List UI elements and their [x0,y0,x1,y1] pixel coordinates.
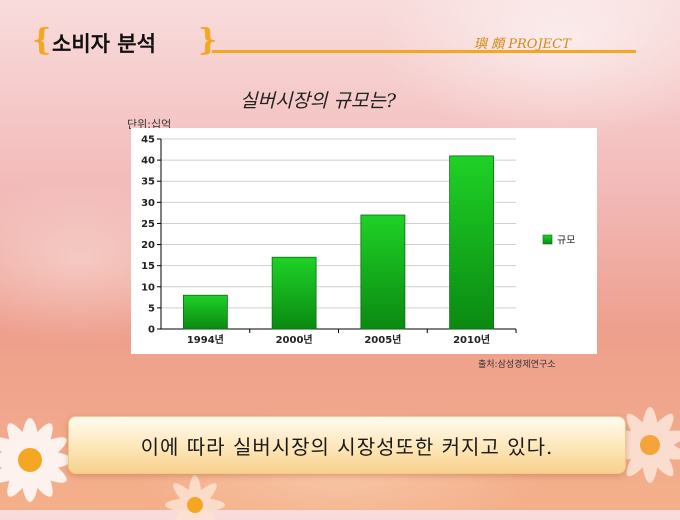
project-label: 璵 頗 PROJECT [474,37,571,52]
chart-panel: 0 5 10 15 20 25 30 35 40 45 1994년 2000년 2005년 2010년 규모 [131,128,597,354]
title-close-brace: } [198,23,218,58]
bar-chart: 0 5 10 15 20 25 30 35 40 45 1994년 2000년 2005년 2010년 규모 [141,135,575,347]
y-tick-label: 45 [141,135,155,146]
header-divider [212,50,636,53]
conclusion-text: 이에 따라 실버시장의 시장성또한 커지고 있다. [140,434,554,459]
source-label: 출처:삼성경제연구소 [478,360,556,370]
y-tick-label: 30 [141,198,155,209]
y-tick-label: 5 [148,303,155,314]
y-tick-label: 35 [141,177,155,188]
x-tick-label: 2000년 [276,333,313,346]
y-tick-label: 15 [141,261,155,272]
page-title: 소비자 분석 [52,32,156,56]
bar [271,256,317,330]
y-tick-label: 20 [141,240,155,251]
y-tick-label: 0 [148,325,155,336]
legend-swatch [542,234,553,245]
bar [449,155,495,330]
conclusion-banner: 이에 따라 실버시장의 시장성또한 커지고 있다. [68,416,626,474]
bar [360,214,406,330]
x-tick-label: 1994년 [187,333,224,346]
legend-label: 규모 [557,236,575,247]
title-open-brace: { [32,23,52,58]
unit-label: 단위:십억 [127,118,172,131]
y-tick-label: 10 [141,282,155,293]
x-tick-label: 2005년 [364,333,401,346]
x-tick-label: 2010년 [453,333,490,346]
slide-subtitle: 실버시장의 규모는? [240,90,397,112]
bar [182,294,228,330]
flower-decoration-left-icon [0,418,72,502]
flower-decoration-right-icon [613,407,680,483]
y-tick-label: 40 [141,156,155,167]
y-tick-label: 25 [141,219,155,230]
